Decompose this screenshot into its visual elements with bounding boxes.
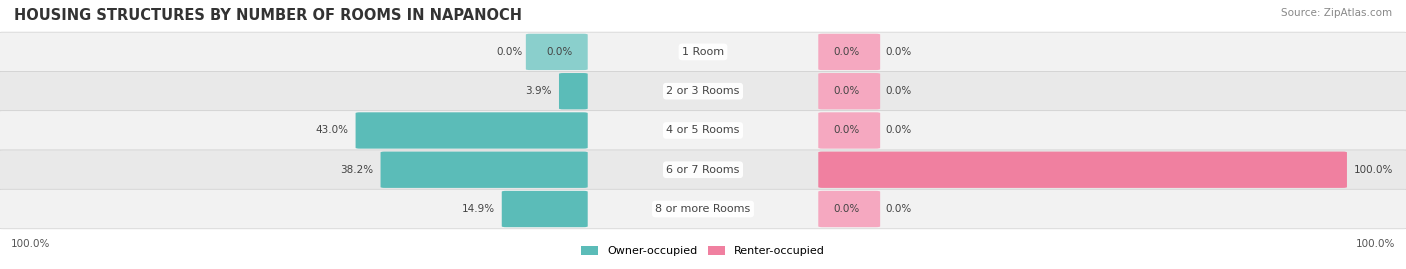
Text: 0.0%: 0.0% bbox=[496, 47, 523, 57]
FancyBboxPatch shape bbox=[818, 191, 880, 227]
FancyBboxPatch shape bbox=[526, 34, 588, 70]
Text: HOUSING STRUCTURES BY NUMBER OF ROOMS IN NAPANOCH: HOUSING STRUCTURES BY NUMBER OF ROOMS IN… bbox=[14, 8, 522, 23]
Text: 0.0%: 0.0% bbox=[834, 125, 860, 136]
FancyBboxPatch shape bbox=[0, 72, 1406, 111]
Text: 100.0%: 100.0% bbox=[1354, 165, 1393, 175]
Text: 100.0%: 100.0% bbox=[11, 239, 51, 249]
Text: 38.2%: 38.2% bbox=[340, 165, 374, 175]
Text: 2 or 3 Rooms: 2 or 3 Rooms bbox=[666, 86, 740, 96]
Text: 4 or 5 Rooms: 4 or 5 Rooms bbox=[666, 125, 740, 136]
Text: 3.9%: 3.9% bbox=[526, 86, 553, 96]
FancyBboxPatch shape bbox=[818, 152, 1347, 188]
Text: 0.0%: 0.0% bbox=[834, 47, 860, 57]
Text: 0.0%: 0.0% bbox=[886, 86, 912, 96]
FancyBboxPatch shape bbox=[818, 34, 880, 70]
Text: 43.0%: 43.0% bbox=[315, 125, 349, 136]
Text: 0.0%: 0.0% bbox=[886, 204, 912, 214]
Text: 0.0%: 0.0% bbox=[886, 125, 912, 136]
FancyBboxPatch shape bbox=[818, 73, 880, 109]
Text: 0.0%: 0.0% bbox=[834, 86, 860, 96]
Text: 14.9%: 14.9% bbox=[461, 204, 495, 214]
FancyBboxPatch shape bbox=[381, 152, 588, 188]
Text: Source: ZipAtlas.com: Source: ZipAtlas.com bbox=[1281, 8, 1392, 18]
Text: 1 Room: 1 Room bbox=[682, 47, 724, 57]
Text: 0.0%: 0.0% bbox=[834, 204, 860, 214]
FancyBboxPatch shape bbox=[0, 111, 1406, 150]
Text: 0.0%: 0.0% bbox=[546, 47, 572, 57]
FancyBboxPatch shape bbox=[0, 189, 1406, 229]
FancyBboxPatch shape bbox=[356, 112, 588, 149]
Legend: Owner-occupied, Renter-occupied: Owner-occupied, Renter-occupied bbox=[576, 241, 830, 261]
FancyBboxPatch shape bbox=[818, 112, 880, 149]
FancyBboxPatch shape bbox=[0, 150, 1406, 189]
FancyBboxPatch shape bbox=[560, 73, 588, 109]
Text: 6 or 7 Rooms: 6 or 7 Rooms bbox=[666, 165, 740, 175]
FancyBboxPatch shape bbox=[502, 191, 588, 227]
Text: 0.0%: 0.0% bbox=[886, 47, 912, 57]
Text: 8 or more Rooms: 8 or more Rooms bbox=[655, 204, 751, 214]
Text: 100.0%: 100.0% bbox=[1355, 239, 1395, 249]
FancyBboxPatch shape bbox=[0, 32, 1406, 72]
